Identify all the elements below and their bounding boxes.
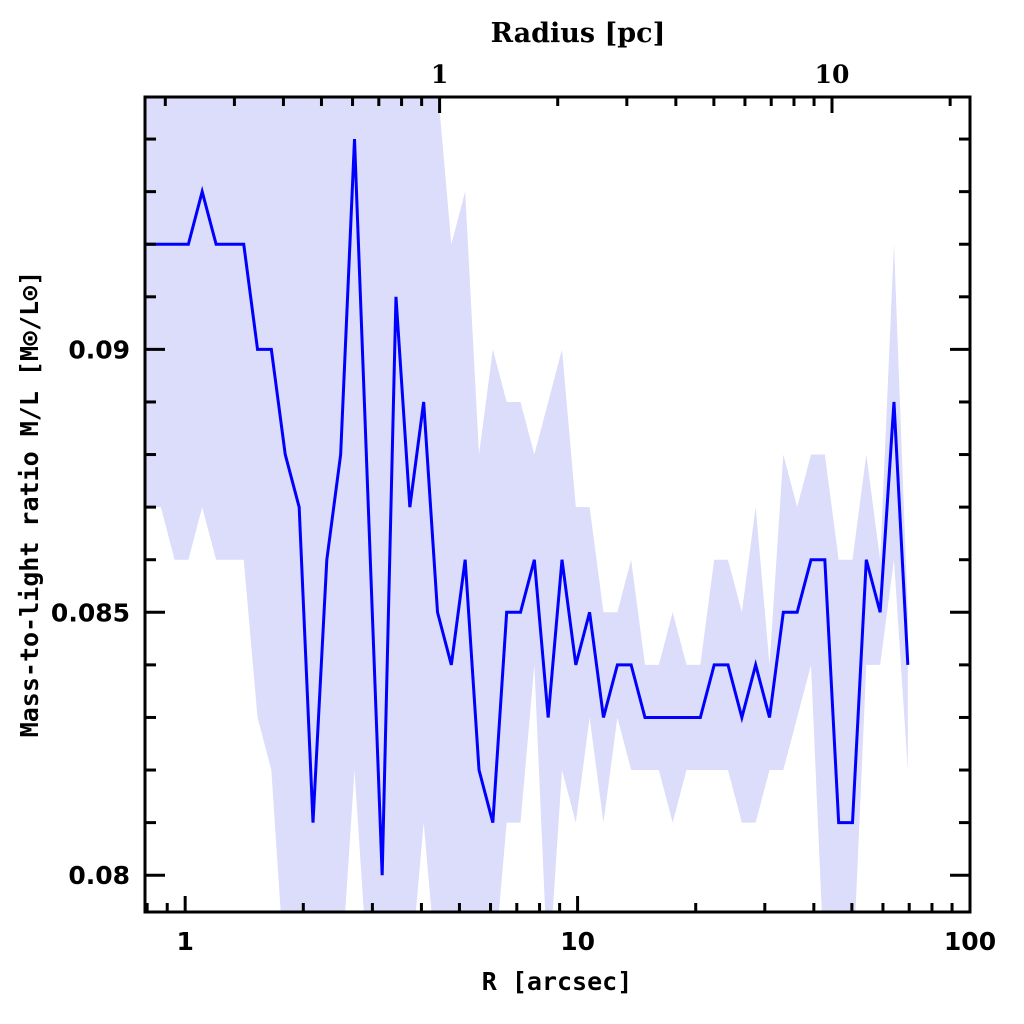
x-axis-title: R [arcsec] — [482, 967, 633, 996]
y-axis-title: Mass-to-light ratio M/L [M⊙/L⊙] — [15, 271, 44, 738]
uncertainty-band-layer — [145, 97, 908, 912]
top-tick-label: 10 — [815, 60, 850, 89]
top-tick-label: 1 — [431, 60, 448, 89]
plot-frame — [143, 95, 972, 914]
y-tick-label: 0.09 — [68, 335, 130, 364]
tick-label-layer: 1 10 100 1 10 0.08 0.085 0.09 — [51, 60, 996, 956]
top-axis-title: Radius [pc] — [491, 18, 666, 49]
x-tick-label: 1 — [176, 927, 193, 956]
x-tick-label: 100 — [944, 927, 996, 956]
line-layer — [145, 138, 910, 876]
x-tick-label: 10 — [560, 927, 595, 956]
y-tick-label: 0.085 — [51, 598, 130, 627]
uncertainty-band — [145, 97, 908, 912]
y-tick-label: 0.08 — [68, 861, 130, 890]
